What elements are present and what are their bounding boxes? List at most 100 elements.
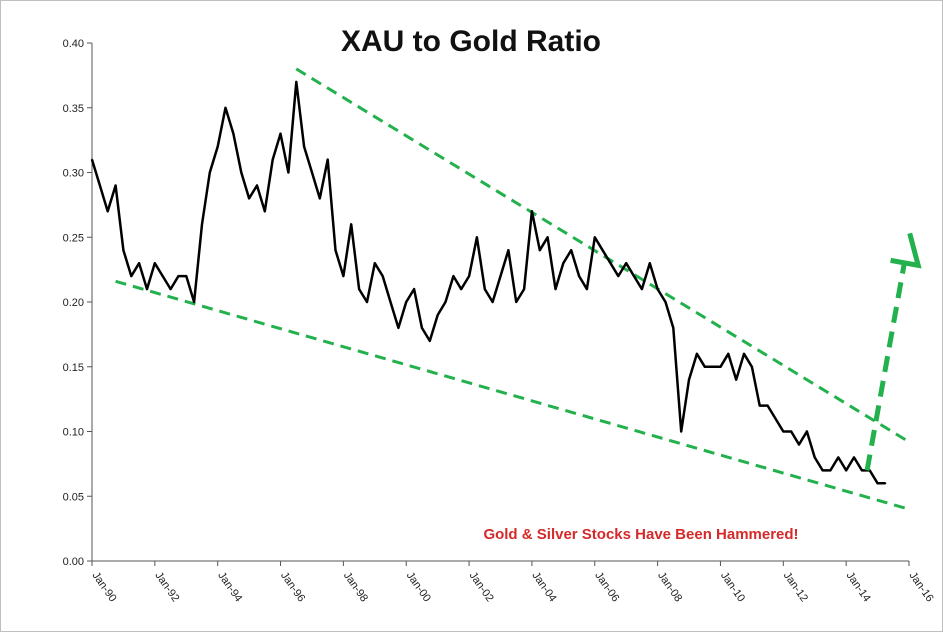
data-point [256, 184, 258, 187]
data-point [405, 301, 408, 303]
x-tick-label: Jan-94 [215, 570, 244, 604]
x-tick-label: Jan-00 [404, 570, 433, 604]
data-point [578, 275, 580, 277]
data-point [153, 262, 156, 265]
data-point [460, 288, 463, 290]
data-point [216, 145, 219, 148]
data-point [177, 275, 180, 277]
data-point [570, 249, 573, 252]
data-point [271, 158, 274, 161]
data-point [554, 288, 557, 290]
data-point [601, 249, 604, 252]
y-tick-label: 0.10 [63, 427, 84, 439]
data-point [373, 262, 376, 265]
x-tick-label: Jan-02 [467, 570, 496, 604]
data-point [758, 404, 761, 407]
data-point [593, 236, 596, 239]
data-point [318, 197, 321, 200]
y-tick-label: 0.35 [63, 103, 84, 115]
data-point [625, 262, 628, 265]
data-point [562, 262, 565, 265]
data-point [279, 132, 282, 135]
data-point [656, 288, 659, 290]
data-point [853, 456, 855, 459]
x-tick-label: Jan-96 [278, 570, 307, 604]
data-point [680, 430, 683, 433]
data-point [633, 275, 635, 277]
data-point [648, 262, 651, 265]
x-tick-label: Jan-14 [844, 570, 873, 604]
data-point [884, 482, 887, 485]
data-point [444, 301, 447, 303]
data-point [185, 275, 188, 277]
data-point [860, 469, 863, 472]
x-axis-ticks: Jan-90 Jan-92 Jan-94 Jan-96 Jan-98 Jan-00 Jan-… [90, 561, 936, 604]
series-layer [90, 80, 887, 485]
y-tick-label: 0.40 [63, 38, 84, 50]
data-point [224, 106, 227, 109]
arrow-layer [864, 232, 922, 471]
x-tick-label: Jan-98 [341, 570, 370, 604]
data-point [389, 301, 392, 303]
arrow-head [890, 232, 922, 269]
data-point [169, 288, 172, 290]
y-tick-label: 0.25 [63, 232, 84, 244]
data-point [452, 275, 455, 277]
y-tick-label: 0.15 [63, 362, 84, 374]
data-point [334, 249, 337, 252]
data-point [641, 288, 643, 290]
data-point [750, 365, 753, 368]
x-tick-label: Jan-08 [655, 570, 684, 604]
y-tick-label: 0.20 [63, 297, 84, 309]
data-point [719, 365, 722, 368]
data-point [240, 171, 243, 174]
data-point [303, 145, 306, 148]
data-point [421, 327, 423, 329]
data-point [617, 275, 620, 277]
data-point [358, 288, 360, 290]
data-point [201, 223, 203, 226]
data-point [193, 301, 196, 303]
data-point [790, 430, 793, 433]
arrow-shaft [864, 262, 907, 471]
data-point [397, 327, 400, 329]
y-axis-ticks: 0.00 0.05 0.10 0.15 0.20 0.25 0.30 0.35 0.40 [63, 38, 92, 568]
data-point [507, 249, 510, 252]
data-point [546, 236, 549, 239]
x-tick-label: Jan-12 [781, 570, 810, 604]
data-point [106, 210, 109, 213]
data-point [114, 184, 117, 187]
data-point [428, 339, 431, 342]
data-point [586, 288, 588, 290]
trendline [295, 67, 910, 444]
data-point [491, 301, 494, 303]
trendline-layer [115, 67, 910, 511]
data-point [295, 80, 298, 83]
data-point [130, 275, 133, 277]
data-point [523, 288, 525, 290]
annotation-text: Gold & Silver Stocks Have Been Hammered! [483, 526, 798, 543]
data-point [161, 275, 164, 277]
data-point [813, 456, 816, 459]
data-point [208, 171, 211, 174]
data-point [688, 378, 690, 381]
data-point [782, 430, 785, 433]
data-point [664, 301, 667, 303]
data-point [476, 236, 478, 239]
data-point [350, 223, 353, 226]
data-point [774, 417, 777, 420]
data-point [727, 352, 730, 355]
y-tick-label: 0.30 [63, 168, 84, 180]
data-point [248, 197, 251, 200]
data-point [138, 262, 141, 265]
x-tick-label: Jan-92 [152, 570, 181, 604]
series-line [90, 80, 886, 485]
x-tick-label: Jan-06 [592, 570, 621, 604]
data-point [366, 301, 368, 303]
data-point [311, 171, 313, 174]
data-point [91, 158, 93, 161]
data-point [703, 365, 706, 368]
data-point [743, 352, 745, 355]
